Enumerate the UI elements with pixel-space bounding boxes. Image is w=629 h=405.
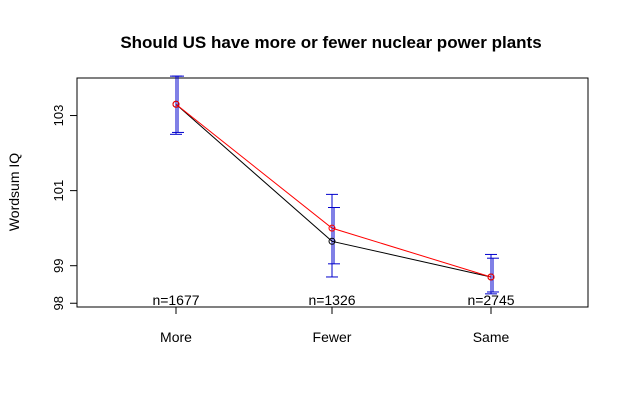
y-tick-label-1: 99 (51, 258, 66, 272)
y-axis: 98 99 101 103 (51, 105, 78, 310)
series-line-1 (175, 103, 492, 278)
chart-title: Should US have more or fewer nuclear pow… (120, 33, 541, 52)
sample-size-labels: n=1677 n=1326 n=2745 (152, 292, 514, 308)
x-tick-label-0: More (160, 329, 192, 345)
series-line-0 (175, 103, 492, 278)
point-1-0 (172, 100, 180, 108)
y-axis-label: Wordsum IQ (6, 153, 22, 231)
point-1-1 (328, 224, 336, 232)
error-bars (170, 75, 499, 295)
n-label-1: n=1326 (308, 292, 355, 308)
series-layer (172, 100, 495, 281)
x-axis: More Fewer Same (160, 306, 510, 345)
x-tick-label-2: Same (473, 329, 510, 345)
y-tick-label-2: 101 (51, 180, 66, 202)
y-tick-label-3: 103 (51, 105, 66, 127)
y-tick-label-0: 98 (51, 296, 66, 310)
n-label-0: n=1677 (152, 292, 199, 308)
x-tick-label-1: Fewer (313, 329, 352, 345)
point-1-2 (487, 273, 495, 281)
point-0-1 (328, 237, 336, 245)
n-label-2: n=2745 (467, 292, 514, 308)
